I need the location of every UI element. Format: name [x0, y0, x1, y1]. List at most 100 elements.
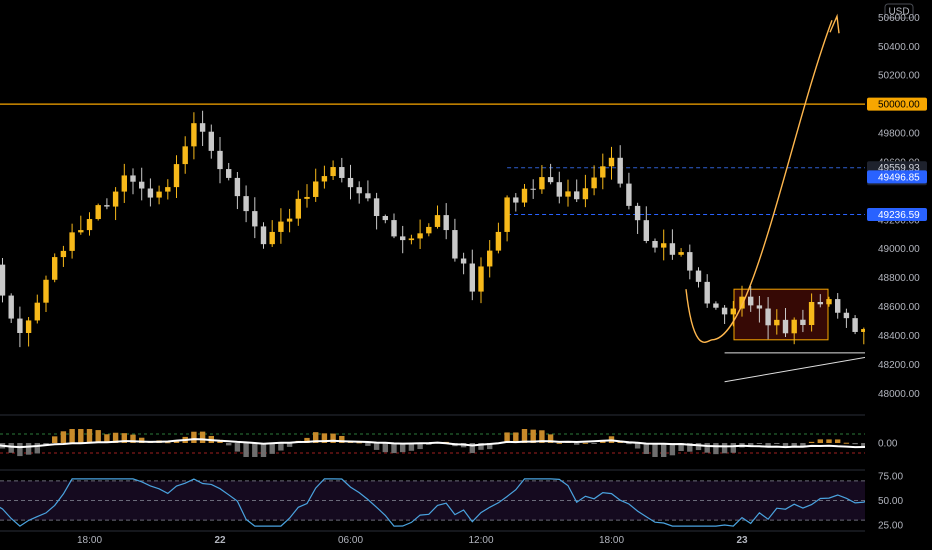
- candle[interactable]: [582, 174, 589, 208]
- candle[interactable]: [330, 160, 336, 180]
- candle[interactable]: [313, 168, 319, 202]
- candle[interactable]: [373, 192, 380, 230]
- candle[interactable]: [69, 223, 75, 259]
- candle[interactable]: [408, 234, 415, 245]
- candle[interactable]: [391, 213, 397, 239]
- candle[interactable]: [243, 185, 249, 223]
- candle[interactable]: [478, 257, 484, 304]
- candle[interactable]: [356, 181, 362, 204]
- candle[interactable]: [260, 222, 267, 249]
- candle[interactable]: [0, 258, 6, 303]
- candle[interactable]: [234, 172, 241, 210]
- price-axis[interactable]: USD 50600.0050400.0050200.0049800.004960…: [865, 0, 932, 550]
- candle[interactable]: [495, 222, 502, 254]
- candle[interactable]: [565, 179, 571, 207]
- candle[interactable]: [852, 315, 858, 335]
- candle[interactable]: [112, 187, 119, 221]
- candle[interactable]: [43, 275, 49, 312]
- candle[interactable]: [695, 267, 702, 288]
- oscillator-panel-1[interactable]: [0, 429, 932, 457]
- candle[interactable]: [182, 136, 188, 174]
- candle[interactable]: [487, 240, 493, 278]
- candle[interactable]: [147, 178, 154, 207]
- candle[interactable]: [817, 294, 823, 308]
- candle[interactable]: [652, 238, 658, 253]
- candle[interactable]: [826, 296, 832, 307]
- candle[interactable]: [756, 295, 763, 323]
- candle[interactable]: [8, 293, 14, 324]
- candle[interactable]: [417, 219, 423, 249]
- candle[interactable]: [156, 185, 162, 205]
- candle[interactable]: [286, 208, 293, 233]
- candle[interactable]: [347, 164, 354, 200]
- candle[interactable]: [252, 197, 258, 239]
- candle[interactable]: [304, 184, 310, 208]
- candle[interactable]: [713, 301, 719, 310]
- candle[interactable]: [295, 190, 301, 226]
- candle[interactable]: [634, 202, 641, 234]
- candle[interactable]: [530, 179, 536, 199]
- candle[interactable]: [574, 179, 580, 203]
- candle[interactable]: [843, 308, 850, 328]
- candle[interactable]: [269, 220, 275, 247]
- candle[interactable]: [748, 286, 754, 312]
- candle[interactable]: [60, 245, 67, 267]
- candle[interactable]: [104, 198, 110, 210]
- candle[interactable]: [791, 317, 797, 345]
- candle[interactable]: [617, 145, 623, 188]
- candle[interactable]: [460, 252, 467, 275]
- candle[interactable]: [217, 136, 223, 184]
- candle[interactable]: [643, 206, 649, 244]
- candle[interactable]: [678, 248, 684, 257]
- candle[interactable]: [78, 215, 84, 235]
- candle[interactable]: [199, 110, 206, 147]
- candle[interactable]: [556, 171, 562, 204]
- candle[interactable]: [25, 316, 32, 347]
- candle[interactable]: [400, 225, 406, 254]
- candle[interactable]: [661, 229, 667, 261]
- candle[interactable]: [469, 249, 475, 301]
- candle[interactable]: [321, 165, 328, 189]
- candle[interactable]: [600, 153, 606, 190]
- candle[interactable]: [443, 203, 449, 240]
- candle[interactable]: [95, 203, 101, 221]
- candle[interactable]: [52, 253, 58, 283]
- candle[interactable]: [513, 193, 519, 212]
- candle[interactable]: [426, 223, 432, 237]
- candle[interactable]: [452, 218, 458, 262]
- candle[interactable]: [339, 157, 345, 183]
- candle[interactable]: [165, 179, 171, 200]
- candle[interactable]: [208, 124, 214, 159]
- candle[interactable]: [539, 165, 545, 194]
- candle[interactable]: [669, 229, 676, 260]
- candle[interactable]: [704, 274, 710, 308]
- candle[interactable]: [521, 184, 528, 207]
- currency-badge[interactable]: [884, 3, 914, 19]
- candle[interactable]: [861, 327, 867, 345]
- candle[interactable]: [173, 155, 180, 198]
- candle[interactable]: [626, 172, 632, 210]
- candle[interactable]: [800, 309, 806, 333]
- candle[interactable]: [226, 162, 232, 181]
- candle[interactable]: [687, 244, 693, 280]
- candle[interactable]: [739, 285, 745, 317]
- candle[interactable]: [86, 212, 93, 236]
- candle[interactable]: [139, 167, 145, 201]
- candle[interactable]: [17, 306, 23, 348]
- candle[interactable]: [835, 293, 841, 319]
- candle[interactable]: [547, 163, 554, 185]
- candle[interactable]: [191, 112, 197, 160]
- candle[interactable]: [434, 205, 441, 229]
- candle[interactable]: [278, 208, 284, 244]
- candle[interactable]: [782, 307, 789, 337]
- candle[interactable]: [121, 163, 127, 203]
- candle[interactable]: [721, 305, 728, 325]
- candle[interactable]: [130, 168, 136, 195]
- candle[interactable]: [774, 309, 780, 335]
- candle[interactable]: [591, 165, 597, 196]
- oscillator-panel-2[interactable]: [0, 478, 932, 527]
- time-axis[interactable]: 18:00 22 06:00 12:00 18:00 23: [77, 535, 748, 546]
- candle[interactable]: [765, 297, 771, 340]
- candle[interactable]: [365, 180, 371, 202]
